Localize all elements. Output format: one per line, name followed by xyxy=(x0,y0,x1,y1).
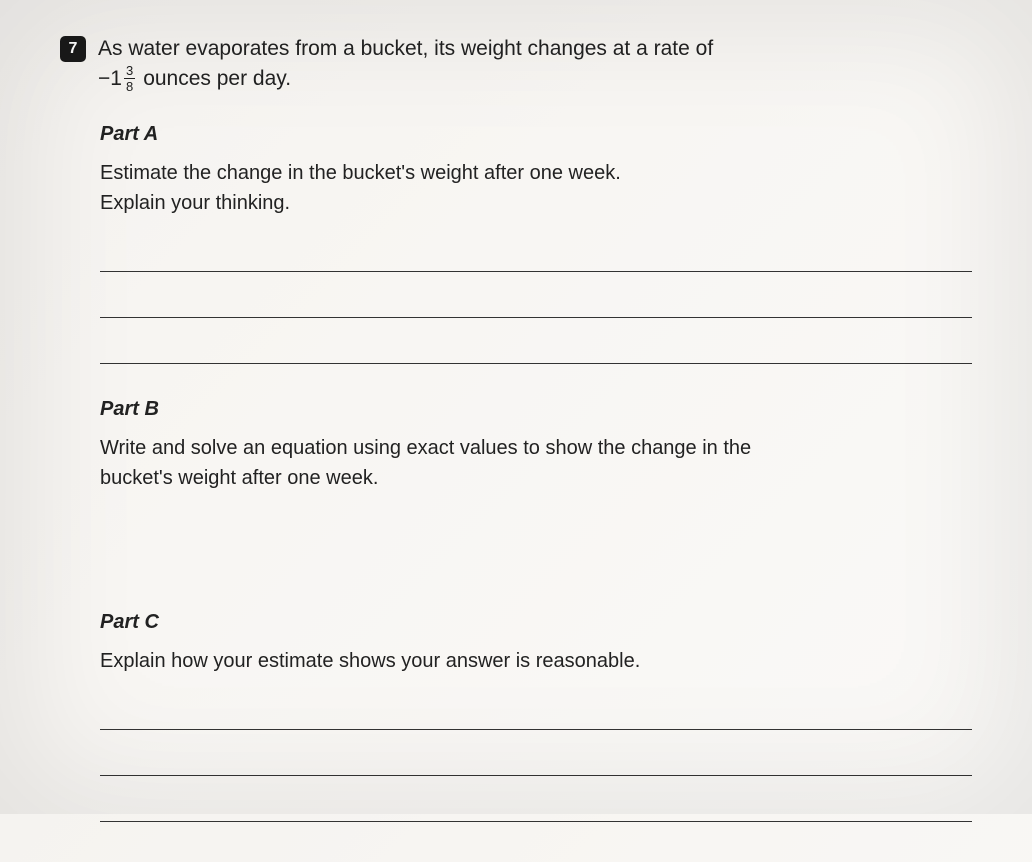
part-a-label: Part A xyxy=(100,123,972,146)
rate-denominator: 8 xyxy=(124,79,135,93)
answer-line[interactable] xyxy=(100,730,972,776)
part-c: Part C Explain how your estimate shows y… xyxy=(100,611,972,822)
rate-mixed-number: −1 3 8 xyxy=(98,64,135,94)
answer-line[interactable] xyxy=(100,776,972,822)
question-number-badge: 7 xyxy=(60,36,86,62)
part-b-work-area[interactable] xyxy=(100,493,972,603)
question-stem: As water evaporates from a bucket, its w… xyxy=(98,34,713,95)
answer-line[interactable] xyxy=(100,272,972,318)
part-a-line-2: Explain your thinking. xyxy=(100,188,972,218)
part-c-text: Explain how your estimate shows your ans… xyxy=(100,646,972,676)
stem-line-2-tail: ounces per day. xyxy=(143,64,291,94)
question-number: 7 xyxy=(69,40,78,58)
rate-whole: −1 xyxy=(98,64,122,94)
part-b: Part B Write and solve an equation using… xyxy=(100,398,972,603)
part-c-answer-lines[interactable] xyxy=(100,720,972,822)
part-a-answer-lines[interactable] xyxy=(100,262,972,364)
part-c-line-1: Explain how your estimate shows your ans… xyxy=(100,646,972,676)
worksheet-page: 7 As water evaporates from a bucket, its… xyxy=(0,0,1032,862)
part-a-text: Estimate the change in the bucket's weig… xyxy=(100,158,972,218)
part-a: Part A Estimate the change in the bucket… xyxy=(100,123,972,364)
answer-line[interactable] xyxy=(100,318,972,364)
rate-numerator: 3 xyxy=(124,64,135,79)
answer-line[interactable] xyxy=(100,720,972,730)
part-c-label: Part C xyxy=(100,611,972,634)
part-a-line-1: Estimate the change in the bucket's weig… xyxy=(100,158,972,188)
part-b-text: Write and solve an equation using exact … xyxy=(100,433,972,493)
stem-line-2: −1 3 8 ounces per day. xyxy=(98,64,713,94)
answer-line[interactable] xyxy=(100,262,972,272)
part-b-label: Part B xyxy=(100,398,972,421)
stem-line-1: As water evaporates from a bucket, its w… xyxy=(98,34,713,64)
part-b-line-2: bucket's weight after one week. xyxy=(100,463,972,493)
part-b-line-1: Write and solve an equation using exact … xyxy=(100,433,972,463)
rate-fraction: 3 8 xyxy=(124,64,135,93)
question-header: 7 As water evaporates from a bucket, its… xyxy=(60,34,972,95)
